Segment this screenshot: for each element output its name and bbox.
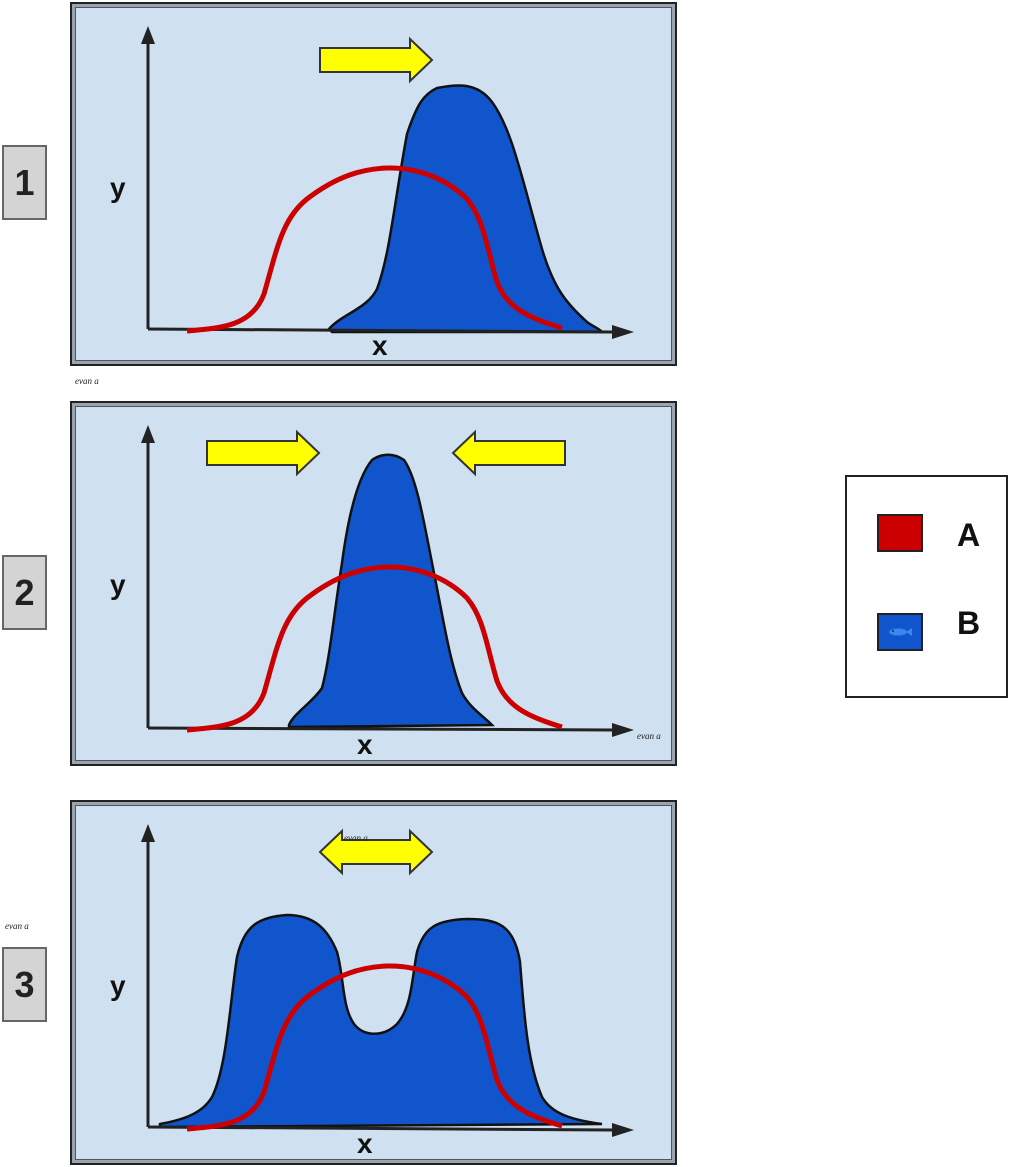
x-axis-arrowhead-icon [612, 325, 634, 339]
watermark: evan a [75, 376, 99, 386]
distribution-a-curve [186, 165, 563, 334]
distribution-a-curve [186, 963, 563, 1132]
panel-1-diagram [141, 26, 634, 339]
x-axis-line [147, 1125, 613, 1132]
y-axis-label: y [110, 970, 126, 1001]
fish-icon [889, 628, 912, 636]
panel-number-2-label: 2 [14, 571, 35, 613]
legend: A B [845, 475, 1008, 698]
legend-label-b: B [957, 605, 981, 641]
panel-3-diagram [141, 824, 634, 1137]
x-axis-arrowhead-icon [612, 723, 634, 737]
converge-left-arrow-icon [451, 429, 566, 477]
watermark: evan a [5, 921, 29, 931]
legend-swatch-b [877, 613, 923, 651]
watermark: evan a [637, 731, 661, 741]
distribution-a-curve [186, 564, 563, 733]
y-axis-arrowhead-icon [141, 425, 155, 443]
panel-2: y x evan a [70, 401, 677, 766]
y-axis-label: y [110, 569, 126, 600]
watermark: evan a [344, 833, 368, 843]
panel-number-3-label: 3 [14, 963, 35, 1005]
panel-1: y x [70, 2, 677, 366]
converge-right-arrow-icon [206, 429, 321, 477]
distribution-b-curve [158, 913, 603, 1129]
shift-right-arrow-icon [319, 36, 434, 84]
y-axis-arrowhead-icon [141, 26, 155, 44]
x-axis-label: x [372, 330, 388, 361]
x-axis-line [147, 327, 613, 334]
panel-number-1: 1 [2, 145, 47, 220]
panel-number-3: 3 [2, 947, 47, 1022]
x-axis-label: x [357, 729, 373, 760]
x-axis-label: x [357, 1128, 373, 1159]
legend-label-a: A [957, 517, 981, 553]
distribution-b-curve [327, 84, 605, 334]
distribution-b-curve [287, 453, 495, 729]
panel-number-2: 2 [2, 555, 47, 630]
legend-swatch-a [877, 514, 923, 552]
x-axis-line [147, 726, 613, 732]
panel-2-diagram [141, 425, 634, 737]
x-axis-arrowhead-icon [612, 1123, 634, 1137]
panel-3: evan a y x [70, 800, 677, 1165]
y-axis-arrowhead-icon [141, 824, 155, 842]
panel-number-1-label: 1 [14, 161, 35, 203]
y-axis-label: y [110, 172, 126, 203]
double-headed-arrow-icon [318, 828, 434, 876]
